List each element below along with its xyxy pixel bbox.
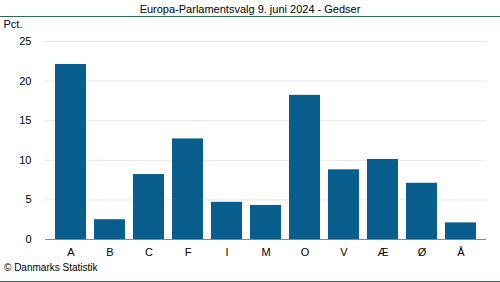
svg-text:V: V xyxy=(340,246,348,258)
svg-text:Ø: Ø xyxy=(418,246,427,258)
svg-text:Å: Å xyxy=(457,246,465,258)
svg-text:B: B xyxy=(106,246,113,258)
svg-text:C: C xyxy=(145,246,153,258)
svg-text:I: I xyxy=(225,246,228,258)
svg-text:Pct.: Pct. xyxy=(4,18,23,30)
svg-text:0: 0 xyxy=(25,233,31,245)
svg-text:25: 25 xyxy=(19,35,31,47)
html-text:Europa-Parlamentsvalg 9. juni: Europa-Parlamentsvalg 9. juni 2024 - Ged… xyxy=(139,3,361,15)
svg-text:5: 5 xyxy=(25,193,31,205)
svg-text:20: 20 xyxy=(19,75,31,87)
svg-text:O: O xyxy=(301,246,310,258)
svg-text:A: A xyxy=(67,246,75,258)
svg-text:F: F xyxy=(185,246,192,258)
svg-text:M: M xyxy=(261,246,270,258)
svg-text:10: 10 xyxy=(19,154,31,166)
svg-text:Æ: Æ xyxy=(378,246,389,258)
html-text:© Danmarks Statistik: © Danmarks Statistik xyxy=(4,262,98,273)
svg-text:15: 15 xyxy=(19,114,31,126)
